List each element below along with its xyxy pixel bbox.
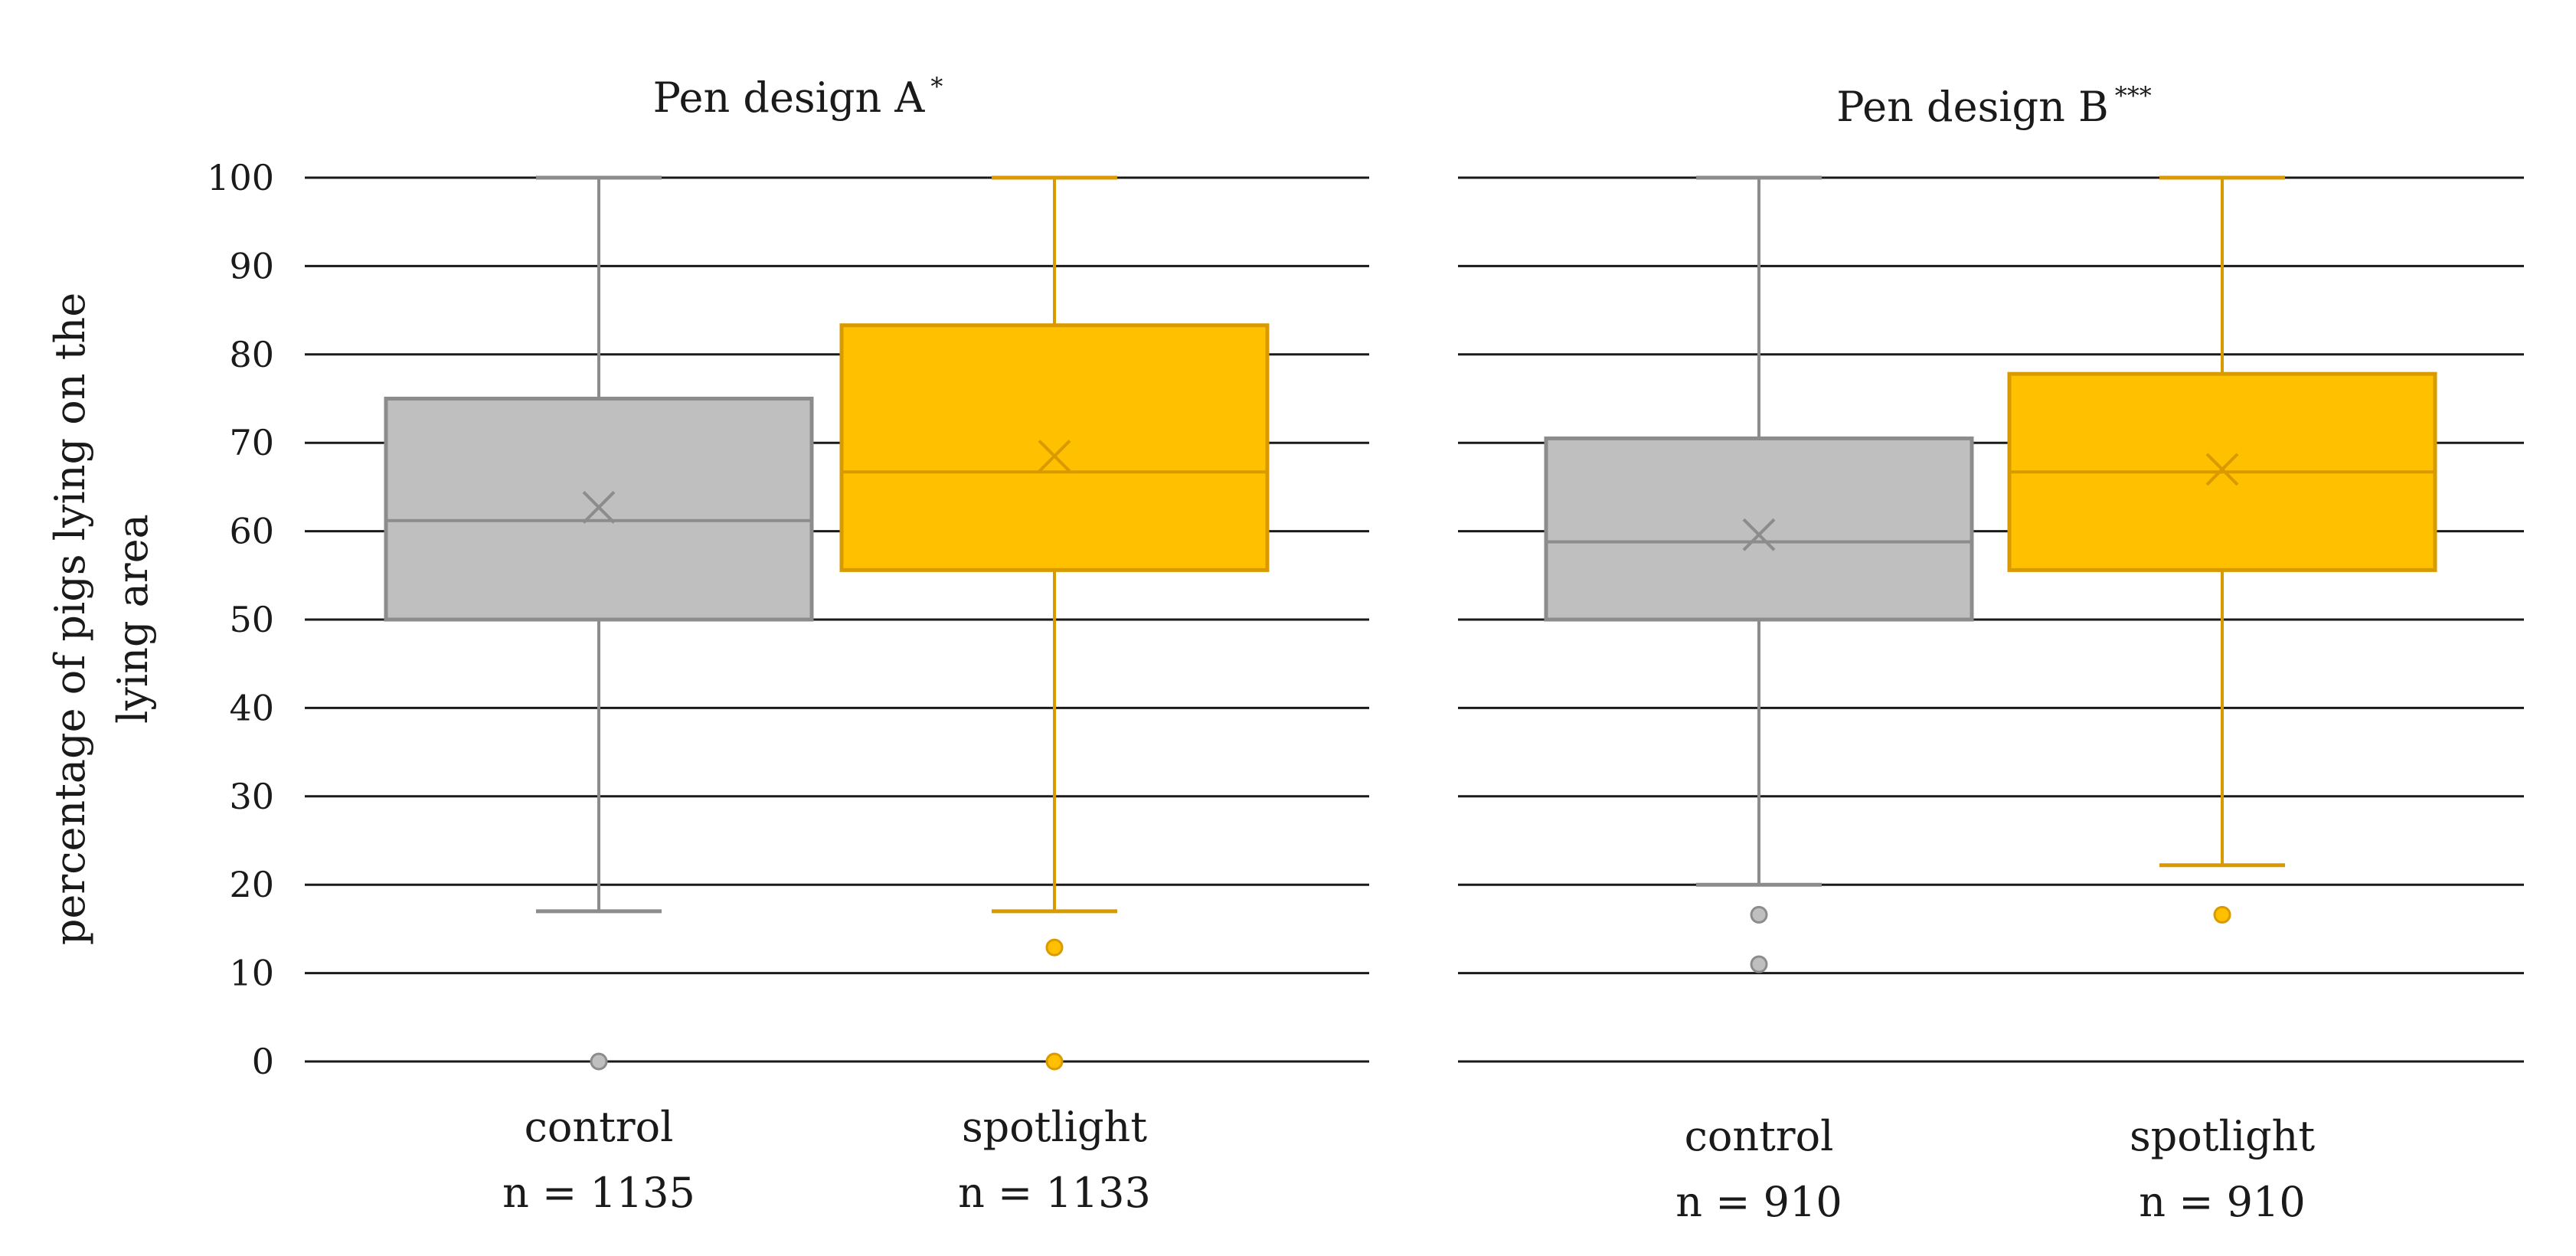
category-label: spotlight [962,1103,1147,1151]
mean-marker [2205,453,2239,486]
y-tick-label: 40 [229,687,274,728]
y-tick-label: 100 [207,157,274,198]
panel-title: Pen design B *** [1836,81,2152,131]
sample-size-label: n = 910 [1675,1178,1842,1226]
y-tick-label: 0 [252,1041,274,1082]
sample-size-label: n = 1135 [502,1169,695,1217]
y-tick-label: 90 [229,245,274,286]
mean-marker [582,491,616,524]
box-control: control n = 910 [1544,175,1974,1226]
box-spotlight: spotlight n = 1133 [839,175,1270,1217]
y-axis-label-line-2: lying area [109,514,157,724]
category-label: control [525,1103,674,1151]
sample-size-label: n = 910 [2139,1178,2305,1226]
outlier-point [1045,1052,1064,1071]
panel-2: Pen design B *** control n = 910 spotlight n … [1458,81,2524,1226]
category-label: spotlight [2130,1112,2315,1160]
panel-title-text: Pen design B [1836,83,2109,131]
mean-marker [1742,518,1776,551]
y-tick-label: 80 [229,334,274,375]
panel-1: Pen design A * control n = 1135 spotlight n =… [305,72,1369,1217]
y-axis-label: percentage of pigs lying on the lying ar… [46,293,157,945]
sample-size-label: n = 1133 [958,1169,1151,1217]
outlier-point [1750,955,1768,973]
y-tick-label: 30 [229,776,274,817]
chart-panels: Pen design A * control n = 1135 spotlight n =… [305,72,2524,1226]
category-label: control [1685,1112,1834,1160]
y-tick-label: 70 [229,422,274,463]
significance-marker: * [930,72,943,101]
iqr-box [1544,436,1974,622]
outlier-point [2213,905,2231,924]
significance-marker: *** [2115,81,2152,110]
y-tick-label: 10 [229,953,274,994]
y-tick-labels: 0 10 20 30 40 50 60 70 80 90 100 [207,157,274,1082]
y-axis-label-line-1: percentage of pigs lying on the [46,293,94,945]
panel-title: Pen design A * [653,72,943,122]
mean-marker [1038,440,1071,473]
box-spotlight: spotlight n = 910 [2007,175,2437,1226]
outlier-point [1750,905,1768,924]
outlier-point [590,1052,608,1071]
panel-title-text: Pen design A [653,74,926,122]
iqr-box [839,323,1270,572]
y-tick-label: 20 [229,864,274,905]
box-control: control n = 1135 [384,175,814,1217]
y-tick-label: 50 [229,599,274,640]
y-tick-label: 60 [229,511,274,552]
outlier-point [1045,938,1064,957]
